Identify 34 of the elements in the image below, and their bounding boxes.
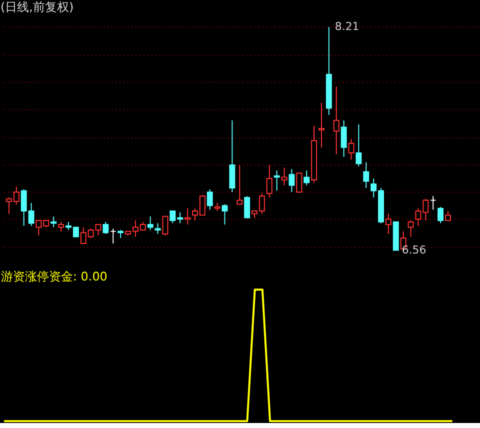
candlestick <box>274 170 280 192</box>
candlestick <box>438 206 444 224</box>
candlestick <box>333 86 340 155</box>
candlestick <box>356 124 362 167</box>
candlestick <box>162 216 168 236</box>
candlestick <box>340 120 347 158</box>
candlestick <box>58 221 64 232</box>
candlestick <box>102 221 109 235</box>
candlestick <box>206 188 213 210</box>
candlestick <box>184 208 191 226</box>
candlestick <box>236 164 243 205</box>
candlestick <box>296 172 302 193</box>
candlestick <box>288 168 295 193</box>
annotation: 8.21 <box>334 20 360 33</box>
candlestick <box>50 216 57 228</box>
chart-title: 游资涨停资金: 0.00 <box>0 270 108 284</box>
candlestick <box>281 167 288 186</box>
candlestick <box>318 102 324 148</box>
candlestick <box>266 164 272 198</box>
candlestick <box>110 228 116 244</box>
candlestick <box>147 216 154 230</box>
candlestick <box>348 138 354 160</box>
chart-title: (日线,前复权) <box>0 0 74 14</box>
candlestick <box>363 162 370 189</box>
candlestick <box>154 222 161 235</box>
candlestick <box>304 170 310 186</box>
candlestick <box>385 213 392 235</box>
candlestick <box>229 120 236 193</box>
candlestick <box>408 220 414 238</box>
candlestick <box>244 196 250 218</box>
candlestick <box>222 204 228 226</box>
annotation: 6.56 <box>402 243 426 256</box>
candlestick <box>444 210 451 221</box>
candlestick <box>430 196 436 210</box>
